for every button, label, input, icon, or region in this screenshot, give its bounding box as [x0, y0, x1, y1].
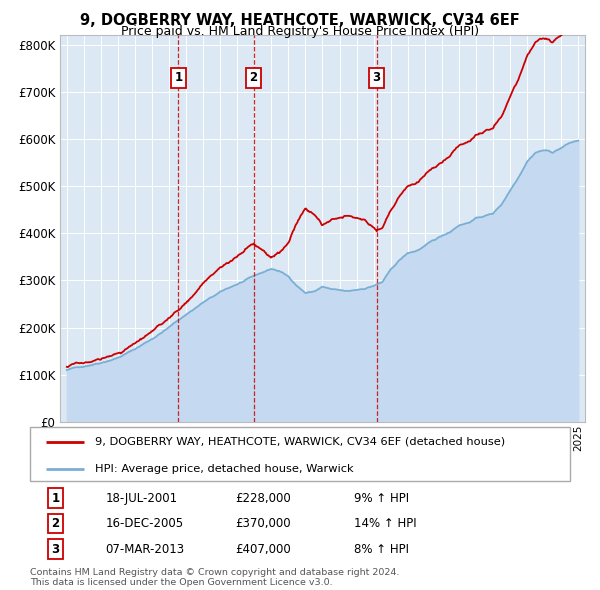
Text: 2: 2 [52, 517, 59, 530]
Text: 8% ↑ HPI: 8% ↑ HPI [354, 543, 409, 556]
Text: 9, DOGBERRY WAY, HEATHCOTE, WARWICK, CV34 6EF (detached house): 9, DOGBERRY WAY, HEATHCOTE, WARWICK, CV3… [95, 437, 505, 447]
Text: 07-MAR-2013: 07-MAR-2013 [106, 543, 185, 556]
Text: 9, DOGBERRY WAY, HEATHCOTE, WARWICK, CV34 6EF: 9, DOGBERRY WAY, HEATHCOTE, WARWICK, CV3… [80, 13, 520, 28]
Text: 9% ↑ HPI: 9% ↑ HPI [354, 491, 409, 504]
Text: HPI: Average price, detached house, Warwick: HPI: Average price, detached house, Warw… [95, 464, 353, 474]
Text: 1: 1 [52, 491, 59, 504]
Text: £228,000: £228,000 [235, 491, 291, 504]
Text: 18-JUL-2001: 18-JUL-2001 [106, 491, 178, 504]
Text: 1: 1 [174, 71, 182, 84]
Text: 3: 3 [52, 543, 59, 556]
Text: 16-DEC-2005: 16-DEC-2005 [106, 517, 184, 530]
Text: £370,000: £370,000 [235, 517, 291, 530]
Text: 3: 3 [373, 71, 381, 84]
Text: £407,000: £407,000 [235, 543, 291, 556]
Text: Price paid vs. HM Land Registry's House Price Index (HPI): Price paid vs. HM Land Registry's House … [121, 25, 479, 38]
Text: 14% ↑ HPI: 14% ↑ HPI [354, 517, 416, 530]
Text: 2: 2 [250, 71, 257, 84]
Text: Contains HM Land Registry data © Crown copyright and database right 2024.
This d: Contains HM Land Registry data © Crown c… [30, 568, 400, 587]
